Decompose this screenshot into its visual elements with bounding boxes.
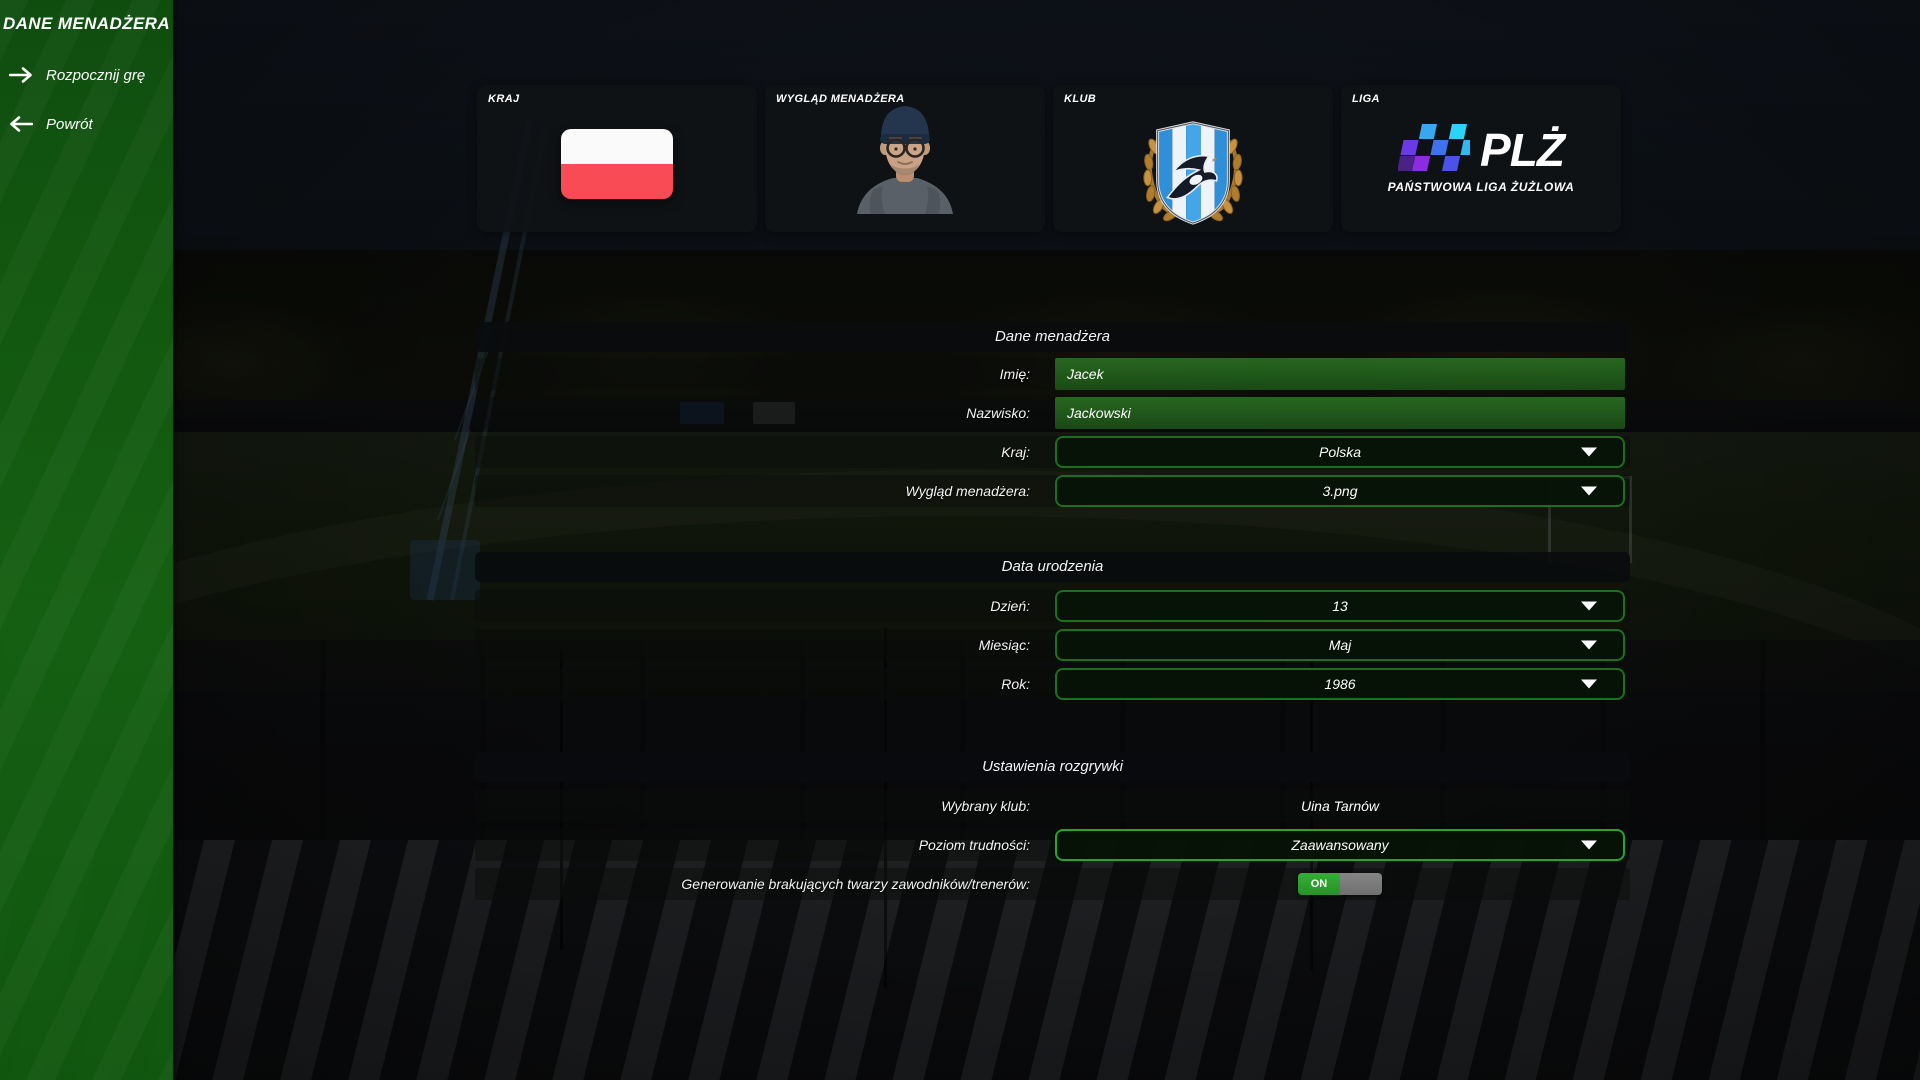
sidebar-item-label: Rozpocznij grę [46, 66, 146, 84]
birth-day-dropdown-value: 13 [1332, 598, 1348, 614]
club-crest [1134, 111, 1252, 234]
row-last-name: Nazwisko: Jackowski [475, 397, 1630, 429]
league-logo: PLŻ PAŃSTWOWA LIGA ŻUŻLOWA [1341, 85, 1621, 232]
league-logo-text: PLŻ [1480, 123, 1565, 176]
country-dropdown-value: Polska [1318, 444, 1362, 460]
generate-faces-toggle[interactable]: ON [1298, 873, 1382, 895]
chevron-down-icon [1581, 679, 1597, 689]
background-pole [560, 650, 563, 950]
row-country: Kraj: Polska [475, 436, 1630, 468]
background-pole [884, 628, 887, 988]
row-generate-faces: Generowanie brakujących twarzy zawodnikó… [475, 868, 1630, 900]
background-ad-board-blue [680, 402, 724, 424]
first-name-label: Imię: [999, 366, 1030, 382]
difficulty-dropdown-value: Zaawansowany [1291, 837, 1389, 853]
row-selected-club: Wybrany klub: Uina Tarnów [475, 790, 1630, 822]
card-club: KLUB [1053, 85, 1333, 232]
chevron-down-icon [1581, 486, 1597, 496]
card-appearance-label: WYGLĄD MENADŻERA [776, 93, 905, 105]
row-difficulty: Poziom trudności: Zaawansowany [475, 829, 1630, 861]
country-dropdown[interactable]: Polska [1055, 436, 1625, 468]
league-logo-subtitle: PAŃSTWOWA LIGA ŻUŻLOWA [1387, 179, 1575, 194]
birth-year-label: Rok: [1001, 676, 1030, 692]
row-birth-day: Dzień: 13 [475, 590, 1630, 622]
selected-club-label: Wybrany klub: [941, 798, 1030, 814]
sidebar-item-label: Powrót [46, 115, 93, 133]
row-birth-year: Rok: 1986 [475, 668, 1630, 700]
chevron-down-icon [1581, 640, 1597, 650]
birth-day-label: Dzień: [990, 598, 1030, 614]
card-league-label: LIGA [1352, 93, 1380, 105]
card-league: LIGA PLŻ PAŃSTWOWA LIGA [1341, 85, 1621, 232]
arrow-right-icon [8, 67, 34, 83]
country-label: Kraj: [1001, 444, 1030, 460]
background-pole [1310, 640, 1313, 970]
sidebar-title: DANE MENADŻERA [2, 14, 171, 33]
row-appearance: Wygląd menadżera: 3.png [475, 475, 1630, 507]
card-club-label: KLUB [1064, 93, 1097, 105]
chevron-down-icon [1581, 601, 1597, 611]
manager-portrait [849, 94, 961, 219]
arrow-left-icon [8, 116, 34, 132]
selected-club-value: Uina Tarnów [1300, 798, 1380, 814]
toggle-knob [1340, 873, 1382, 895]
difficulty-label: Poziom trudności: [918, 837, 1030, 853]
birth-month-dropdown-value: Maj [1328, 637, 1352, 653]
last-name-input[interactable]: Jackowski [1055, 397, 1625, 429]
sidebar-item-back[interactable]: Powrót [8, 107, 166, 141]
card-country: KRAJ [477, 85, 757, 232]
sidebar-item-start-game[interactable]: Rozpocznij grę [8, 58, 166, 92]
card-country-label: KRAJ [488, 93, 520, 105]
toggle-on-label: ON [1298, 873, 1340, 895]
generate-faces-label: Generowanie brakujących twarzy zawodnikó… [681, 876, 1030, 892]
card-manager-appearance: WYGLĄD MENADŻERA [765, 85, 1045, 232]
section-header-manager-data: Dane menadżera [475, 322, 1630, 352]
appearance-label: Wygląd menadżera: [905, 483, 1030, 499]
checkered-flag-icon [1398, 123, 1471, 171]
poland-flag [561, 129, 673, 200]
last-name-label: Nazwisko: [966, 405, 1030, 421]
birth-year-dropdown[interactable]: 1986 [1055, 668, 1625, 700]
appearance-dropdown[interactable]: 3.png [1055, 475, 1625, 507]
section-header-game-settings: Ustawienia rozgrywki [475, 752, 1630, 782]
difficulty-dropdown[interactable]: Zaawansowany [1055, 829, 1625, 861]
chevron-down-icon [1581, 447, 1597, 457]
birth-month-label: Miesiąc: [978, 637, 1030, 653]
section-header-birth-date: Data urodzenia [475, 552, 1630, 582]
birth-day-dropdown[interactable]: 13 [1055, 590, 1625, 622]
background-ad-board-white [753, 402, 795, 424]
row-birth-month: Miesiąc: Maj [475, 629, 1630, 661]
chevron-down-icon [1581, 840, 1597, 850]
row-first-name: Imię: Jacek [475, 358, 1630, 390]
first-name-input[interactable]: Jacek [1055, 358, 1625, 390]
birth-month-dropdown[interactable]: Maj [1055, 629, 1625, 661]
birth-year-dropdown-value: 1986 [1324, 676, 1356, 692]
sidebar: DANE MENADŻERA Rozpocznij grę Powrót [0, 0, 173, 1080]
generate-faces-field: ON [1055, 868, 1625, 900]
background-grandstand-steps [0, 840, 1920, 1080]
appearance-dropdown-value: 3.png [1322, 483, 1358, 499]
